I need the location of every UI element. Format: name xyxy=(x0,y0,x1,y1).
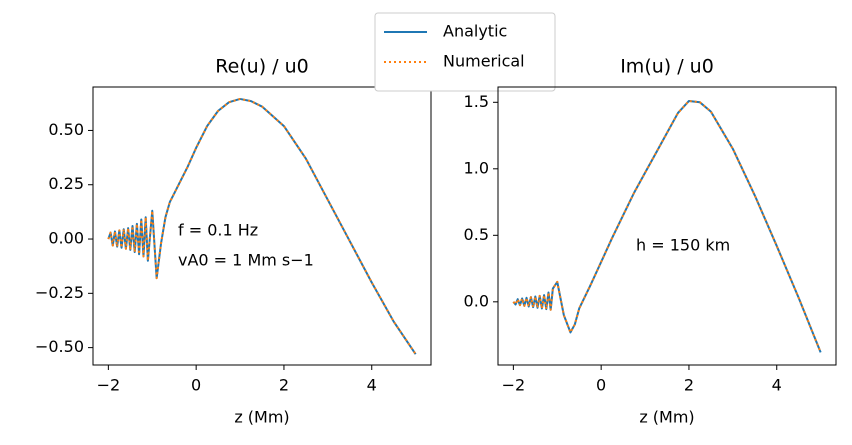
x-tick-label: −2 xyxy=(502,376,526,395)
x-tick-label: 4 xyxy=(367,376,377,395)
y-tick-label: −0.25 xyxy=(35,283,84,302)
x-tick-label: 2 xyxy=(279,376,289,395)
y-tick-label: 0.25 xyxy=(48,174,84,193)
y-tick-label: 0.5 xyxy=(464,225,489,244)
x-tick-label: 4 xyxy=(772,376,782,395)
x-tick-label: 0 xyxy=(596,376,606,395)
series-line xyxy=(512,99,822,353)
y-tick-label: −0.50 xyxy=(35,337,84,356)
series-line xyxy=(512,99,822,353)
plot-frame xyxy=(92,86,432,366)
series-line xyxy=(107,97,417,355)
chart-title: Im(u) / u0 xyxy=(620,56,714,78)
x-tick-label: 0 xyxy=(191,376,201,395)
x-tick-label: −2 xyxy=(97,376,121,395)
legend: Analytic Numerical xyxy=(374,12,556,92)
y-tick-label: 0.0 xyxy=(464,291,489,310)
legend-label: Analytic xyxy=(443,22,507,41)
y-tick-label: 1.5 xyxy=(464,92,489,111)
annotation: vA0 = 1 Mm s−1 xyxy=(178,251,314,270)
annotation: h = 150 km xyxy=(636,236,730,255)
plot-frame xyxy=(497,86,837,366)
series-line xyxy=(107,97,417,355)
legend-label: Numerical xyxy=(443,52,525,71)
y-tick-label: 0.00 xyxy=(48,229,84,248)
y-tick-label: 0.50 xyxy=(48,120,84,139)
x-tick-label: 2 xyxy=(684,376,694,395)
x-axis-label: z (Mm) xyxy=(639,408,694,427)
chart-title: Re(u) / u0 xyxy=(215,56,309,78)
y-tick-label: 1.0 xyxy=(464,158,489,177)
annotation: f = 0.1 Hz xyxy=(178,221,258,240)
x-axis-label: z (Mm) xyxy=(234,408,289,427)
